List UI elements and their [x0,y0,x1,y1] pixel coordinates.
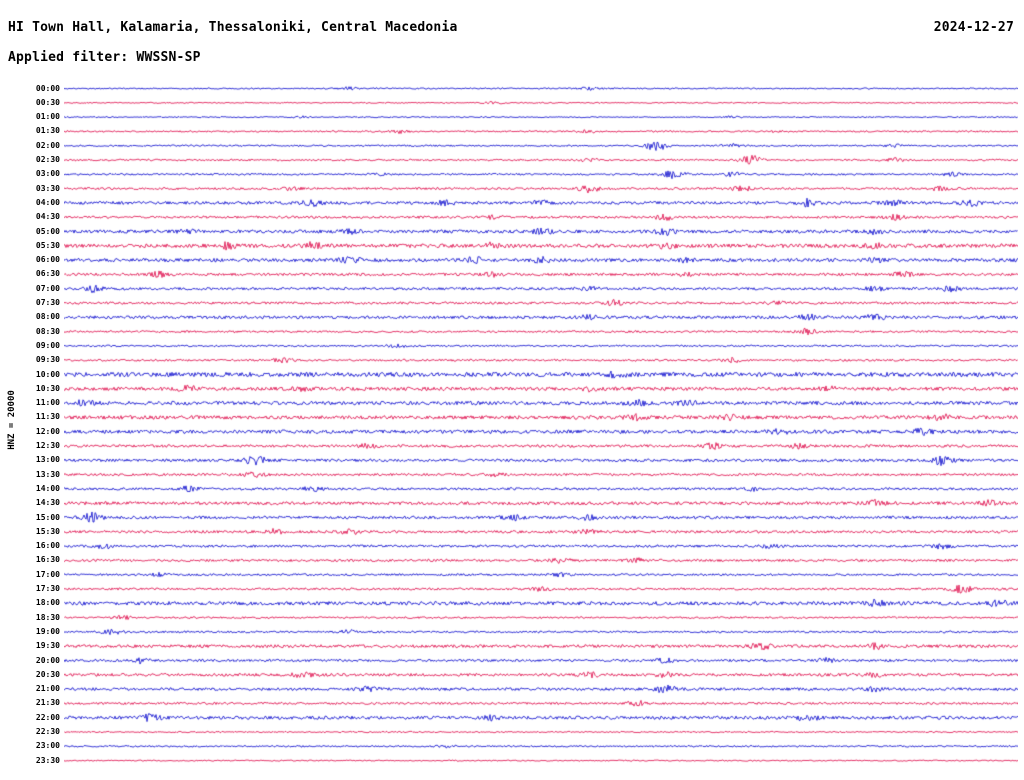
time-label: 07:00 [35,283,60,293]
time-label: 07:30 [35,298,60,307]
time-label: 02:30 [35,155,60,164]
time-label: 23:00 [35,741,60,751]
time-label: 19:30 [35,641,60,651]
time-label: 10:30 [35,383,60,393]
time-label: 14:30 [35,498,60,508]
time-label: 10:00 [35,369,60,379]
time-label: 08:30 [35,326,60,336]
time-label: 22:00 [35,712,60,722]
time-label: 00:00 [35,83,60,93]
time-label: 09:30 [35,355,60,365]
time-label: 16:00 [35,541,60,551]
time-label: 12:30 [35,441,60,450]
seismogram-traces [64,80,1018,772]
time-label: 16:30 [35,555,60,565]
time-label: 08:00 [35,312,60,322]
time-label: 13:00 [35,455,60,465]
time-label: 02:00 [35,140,60,150]
time-label: 17:00 [35,569,60,579]
time-label: 04:30 [35,212,60,222]
time-label: 11:30 [35,412,60,422]
time-label: 21:30 [35,698,60,708]
time-label: 17:30 [35,584,60,593]
time-label: 11:00 [35,398,60,408]
time-label: 20:00 [35,655,60,665]
time-label: 04:00 [35,197,60,207]
time-label: 01:00 [35,112,60,122]
time-label: 20:30 [35,669,60,679]
time-label: 22:30 [35,727,60,736]
time-label: 09:00 [35,340,60,350]
time-label: 03:30 [35,183,60,193]
time-label: 23:30 [35,755,60,765]
filter-label: Applied filter: WWSSN-SP [8,50,201,65]
time-label: 12:00 [35,426,60,436]
time-label: 05:30 [35,240,60,250]
time-label: 05:00 [35,226,60,236]
time-label: 15:00 [35,512,60,522]
time-label: 06:00 [35,255,60,265]
time-label: 03:00 [35,169,60,179]
time-label: 18:00 [35,598,60,608]
time-label: 21:00 [35,684,60,694]
time-label: 01:30 [35,126,60,136]
time-label: 19:00 [35,626,60,636]
time-label: 15:30 [35,526,60,536]
time-label: 06:30 [35,269,60,279]
time-label: 14:00 [35,483,60,493]
time-label: 18:30 [35,612,60,622]
date-label: 2024-12-27 [933,20,1014,35]
page-title: HI Town Hall, Kalamaria, Thessaloniki, C… [8,20,458,35]
time-label: 00:30 [35,97,60,107]
time-label: 13:30 [35,469,60,479]
